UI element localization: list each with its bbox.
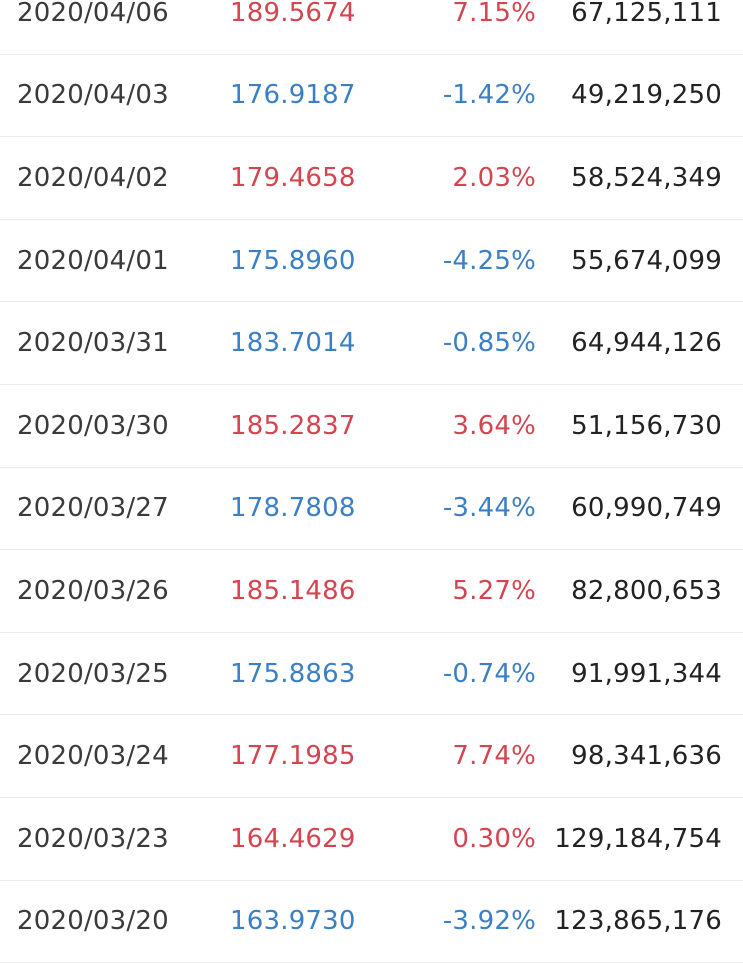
table-row[interactable]: 2020/03/20 163.9730 -3.92% 123,865,176 <box>0 881 743 963</box>
date-cell: 2020/04/03 <box>17 80 169 111</box>
date-cell: 2020/03/27 <box>17 493 169 524</box>
price-cell: 163.9730 <box>230 906 356 937</box>
date-cell: 2020/04/02 <box>17 162 169 193</box>
table-row[interactable]: 2020/03/24 177.1985 7.74% 98,341,636 <box>0 715 743 798</box>
change-cell: 2.03% <box>452 162 536 193</box>
table-row[interactable]: 2020/03/27 178.7808 -3.44% 60,990,749 <box>0 468 743 551</box>
price-cell: 179.4658 <box>230 162 356 193</box>
table-row[interactable]: 2020/03/26 185.1486 5.27% 82,800,653 <box>0 550 743 633</box>
date-cell: 2020/03/25 <box>17 658 169 689</box>
price-cell: 176.9187 <box>230 80 356 111</box>
change-cell: 3.64% <box>452 410 536 441</box>
volume-cell: 67,125,111 <box>571 0 722 28</box>
table-row[interactable]: 2020/03/25 175.8863 -0.74% 91,991,344 <box>0 633 743 716</box>
volume-cell: 91,991,344 <box>571 658 722 689</box>
price-cell: 175.8960 <box>230 245 356 276</box>
table-row[interactable]: 2020/03/30 185.2837 3.64% 51,156,730 <box>0 385 743 468</box>
volume-cell: 98,341,636 <box>571 741 722 772</box>
date-cell: 2020/03/20 <box>17 906 169 937</box>
change-cell: 5.27% <box>452 575 536 606</box>
date-cell: 2020/04/06 <box>17 0 169 28</box>
table-row[interactable]: 2020/03/31 183.7014 -0.85% 64,944,126 <box>0 302 743 385</box>
volume-cell: 64,944,126 <box>571 328 722 359</box>
change-cell: 0.30% <box>452 823 536 854</box>
date-cell: 2020/03/26 <box>17 575 169 606</box>
change-cell: -3.44% <box>442 493 536 524</box>
volume-cell: 129,184,754 <box>554 823 722 854</box>
volume-cell: 123,865,176 <box>554 906 722 937</box>
change-cell: -0.85% <box>442 328 536 359</box>
volume-cell: 55,674,099 <box>571 245 722 276</box>
price-cell: 183.7014 <box>230 328 356 359</box>
date-cell: 2020/03/30 <box>17 410 169 441</box>
change-cell: -1.42% <box>442 80 536 111</box>
change-cell: -4.25% <box>442 245 536 276</box>
price-cell: 178.7808 <box>230 493 356 524</box>
date-cell: 2020/03/24 <box>17 741 169 772</box>
price-cell: 185.2837 <box>230 410 356 441</box>
table-row[interactable]: 2020/04/06 189.5674 7.15% 67,125,111 <box>0 0 743 55</box>
volume-cell: 60,990,749 <box>571 493 722 524</box>
date-cell: 2020/03/31 <box>17 328 169 359</box>
table-row[interactable]: 2020/03/23 164.4629 0.30% 129,184,754 <box>0 798 743 881</box>
price-cell: 175.8863 <box>230 658 356 689</box>
volume-cell: 49,219,250 <box>571 80 722 111</box>
volume-cell: 51,156,730 <box>571 410 722 441</box>
change-cell: 7.15% <box>452 0 536 28</box>
table-row[interactable]: 2020/04/02 179.4658 2.03% 58,524,349 <box>0 137 743 220</box>
table-row[interactable]: 2020/04/01 175.8960 -4.25% 55,674,099 <box>0 220 743 303</box>
volume-cell: 58,524,349 <box>571 162 722 193</box>
price-cell: 189.5674 <box>230 0 356 28</box>
change-cell: -0.74% <box>442 658 536 689</box>
change-cell: -3.92% <box>442 906 536 937</box>
date-cell: 2020/03/23 <box>17 823 169 854</box>
price-cell: 164.4629 <box>230 823 356 854</box>
table-row[interactable]: 2020/04/03 176.9187 -1.42% 49,219,250 <box>0 55 743 138</box>
volume-cell: 82,800,653 <box>571 575 722 606</box>
date-cell: 2020/04/01 <box>17 245 169 276</box>
change-cell: 7.74% <box>452 741 536 772</box>
price-cell: 185.1486 <box>230 575 356 606</box>
price-cell: 177.1985 <box>230 741 356 772</box>
